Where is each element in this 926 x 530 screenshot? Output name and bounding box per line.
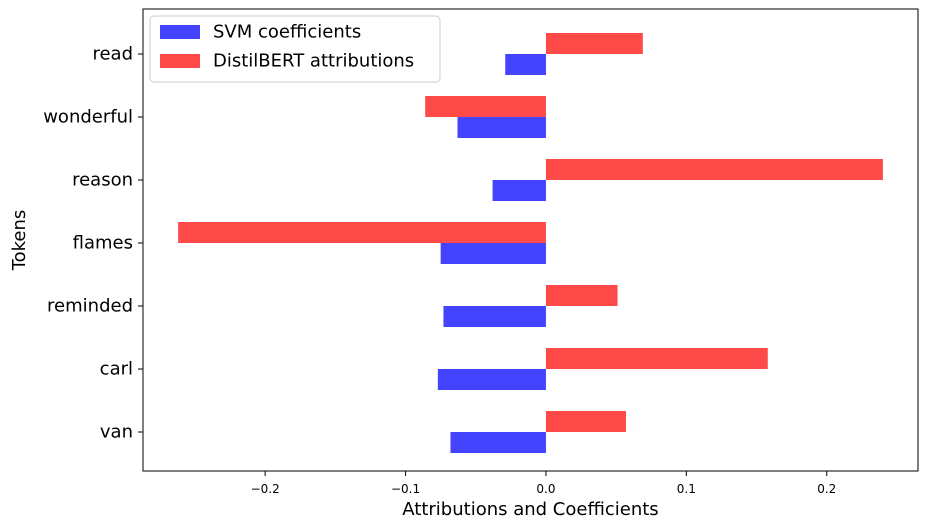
x-ticks: −0.2 −0.1 0.0 0.1 0.2: [251, 471, 836, 496]
bar-distilbert-carl: [545, 348, 768, 369]
bar-svm-van: [450, 432, 546, 453]
legend: SVM coefficients DistilBERT attributions: [149, 15, 441, 83]
x-tick-label: −0.2: [251, 482, 280, 496]
legend-label-svm: SVM coefficients: [213, 22, 361, 43]
y-tick-label-van: van: [100, 422, 133, 443]
y-ticks: van carl reminded flames reason wonderful read: [43, 44, 143, 443]
y-tick-label-flames: flames: [73, 233, 133, 254]
bars-layer: [178, 33, 883, 453]
bar-svm-flames: [440, 243, 546, 264]
bar-distilbert-read: [545, 33, 643, 54]
bar-svm-read: [505, 54, 546, 75]
x-tick-label: −0.1: [391, 482, 420, 496]
bar-distilbert-reminded: [545, 285, 618, 306]
y-tick-label-carl: carl: [100, 359, 133, 380]
y-tick-label-reason: reason: [72, 170, 133, 191]
y-axis-label: Tokens: [9, 210, 30, 272]
y-tick-label-wonderful: wonderful: [43, 107, 133, 128]
bar-svm-reason: [492, 180, 546, 201]
legend-swatch-distilbert: [160, 54, 200, 68]
x-tick-label: 0.0: [536, 482, 555, 496]
bar-svm-wonderful: [457, 117, 546, 138]
y-tick-label-read: read: [92, 44, 133, 65]
x-tick-label: 0.1: [677, 482, 696, 496]
legend-box: [149, 15, 441, 83]
bar-distilbert-reason: [545, 159, 883, 180]
legend-swatch-svm: [160, 25, 200, 39]
bar-distilbert-van: [545, 411, 626, 432]
plot-frame: [142, 8, 919, 472]
bar-svm-carl: [437, 369, 546, 390]
y-tick-label-reminded: reminded: [47, 296, 133, 317]
x-tick-label: 0.2: [817, 482, 836, 496]
x-axis-label: Attributions and Coefficients: [402, 499, 658, 520]
bar-svm-reminded: [443, 306, 546, 327]
bar-distilbert-flames: [178, 222, 546, 243]
bar-distilbert-wonderful: [425, 96, 546, 117]
legend-label-distilbert: DistilBERT attributions: [213, 51, 414, 72]
